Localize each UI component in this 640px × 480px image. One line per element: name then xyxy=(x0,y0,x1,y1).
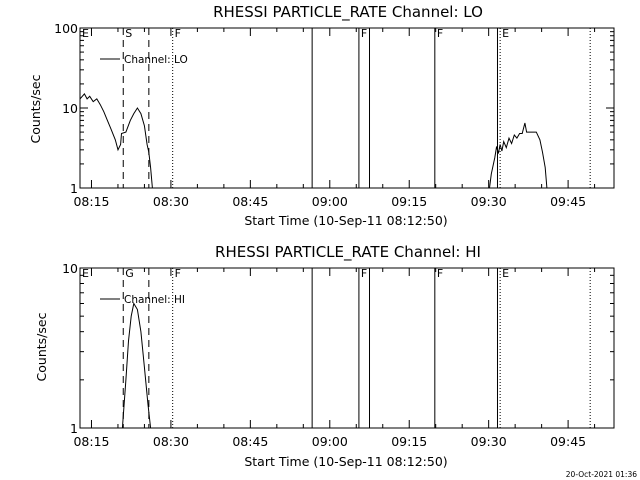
hi-x-axis-label: Start Time (10-Sep-11 08:12:50) xyxy=(244,454,447,469)
lo-channel-panel: RHESSI PARTICLE_RATE Channel: LO Counts/… xyxy=(28,3,615,228)
hi-x-tick-label: 09:00 xyxy=(312,434,348,449)
hi-y-tick-label: 10 xyxy=(62,261,78,276)
lo-plot-frame xyxy=(79,27,615,189)
hi-x-tick-label: 08:15 xyxy=(73,434,109,449)
hi-x-tick-label: 09:15 xyxy=(391,434,427,449)
generation-timestamp: 20-Oct-2021 01:36 xyxy=(566,470,637,479)
lo-x-tick-label: 09:45 xyxy=(550,194,586,209)
hi-x-tick-label: 09:30 xyxy=(471,434,507,449)
hi-series-line xyxy=(121,302,152,429)
lo-y-tick-label: 1 xyxy=(70,181,78,196)
lo-x-tick-label: 08:15 xyxy=(73,194,109,209)
lo-legend-label: Channel: LO xyxy=(124,54,188,66)
lo-y-tick-label: 100 xyxy=(54,21,78,36)
lo-series-line xyxy=(489,122,548,189)
lo-x-tick-label: 09:00 xyxy=(312,194,348,209)
hi-event-marker-label: F xyxy=(361,267,367,280)
lo-x-tick-label: 08:30 xyxy=(153,194,189,209)
hi-y-tick-label: 1 xyxy=(70,421,78,436)
hi-x-tick-label: 09:45 xyxy=(550,434,586,449)
lo-corner-flag-label: E xyxy=(82,27,89,40)
hi-x-tick-label: 08:45 xyxy=(232,434,268,449)
hi-y-axis-label: Counts/sec xyxy=(34,312,49,381)
lo-series-line xyxy=(79,93,153,189)
hi-event-marker-label: E xyxy=(502,267,509,280)
lo-x-tick-label: 09:15 xyxy=(391,194,427,209)
lo-x-tick-label: 08:45 xyxy=(232,194,268,209)
hi-chart-title: RHESSI PARTICLE_RATE Channel: HI xyxy=(215,243,481,262)
hi-plot-frame xyxy=(79,267,615,429)
hi-legend-label: Channel: HI xyxy=(124,294,185,306)
lo-event-marker-label: E xyxy=(502,27,509,40)
lo-event-marker-label: F xyxy=(361,27,367,40)
hi-x-tick-label: 08:30 xyxy=(153,434,189,449)
lo-event-marker-label: S xyxy=(125,27,132,40)
lo-event-marker-label: F xyxy=(437,27,443,40)
hi-channel-panel: RHESSI PARTICLE_RATE Channel: HI Counts/… xyxy=(34,243,615,469)
lo-y-axis-label: Counts/sec xyxy=(28,74,43,143)
hi-event-marker-label: F xyxy=(437,267,443,280)
lo-chart-title: RHESSI PARTICLE_RATE Channel: LO xyxy=(213,3,483,22)
lo-event-marker-label: F xyxy=(175,27,181,40)
hi-corner-flag-label: E xyxy=(82,267,89,280)
lo-x-axis-label: Start Time (10-Sep-11 08:12:50) xyxy=(244,213,447,228)
hi-event-marker-label: F xyxy=(175,267,181,280)
hi-event-marker-label: G xyxy=(125,267,134,280)
lo-x-tick-label: 09:30 xyxy=(471,194,507,209)
lo-y-tick-label: 10 xyxy=(62,101,78,116)
